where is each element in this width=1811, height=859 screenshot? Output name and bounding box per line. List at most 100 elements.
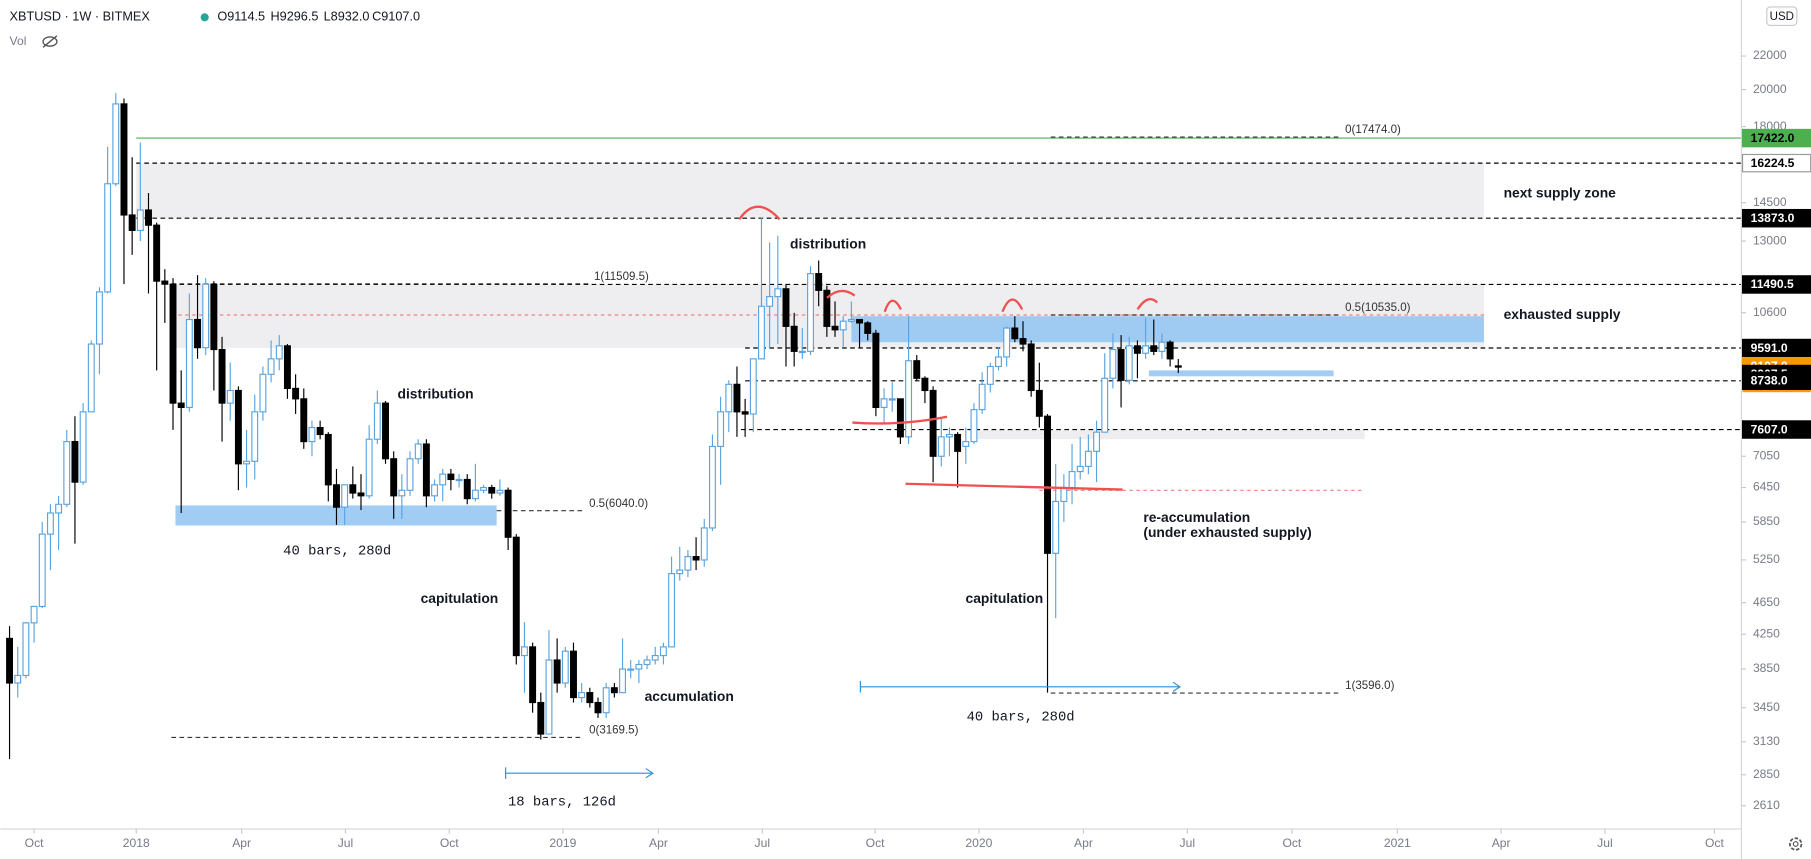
candle-body	[210, 283, 218, 351]
candle-body	[341, 484, 349, 508]
y-tick-label: 5250	[1753, 552, 1780, 566]
x-tick-label: Jul	[755, 836, 770, 850]
candle-body	[962, 441, 970, 448]
candle-body	[1142, 345, 1150, 354]
candle-body	[545, 659, 553, 735]
candle-body	[194, 318, 201, 349]
annotation: 40 bars, 280d	[283, 543, 391, 559]
candle-body	[1150, 345, 1158, 352]
candle-body	[153, 224, 161, 282]
candle-body	[202, 283, 210, 349]
price-label: 7607.0	[1751, 422, 1788, 436]
x-tick-label: Apr	[649, 836, 668, 850]
candle-body	[668, 573, 676, 648]
candle-body	[864, 322, 872, 334]
candle-body	[324, 433, 332, 486]
fib-label: 0.5(10535.0)	[1345, 302, 1411, 314]
candle-body	[95, 291, 103, 345]
candle-body	[87, 343, 95, 413]
candle-body	[766, 296, 774, 307]
candle-body	[488, 486, 496, 494]
candle-body	[169, 283, 177, 404]
x-tick-label: 2018	[123, 836, 150, 850]
candle-body	[79, 411, 87, 483]
candle-body	[22, 622, 30, 677]
candle-body	[905, 360, 913, 438]
candle-body	[700, 527, 708, 561]
ohlc-close: C9107.0	[372, 10, 420, 24]
candle-body	[1093, 431, 1101, 452]
candle-body	[839, 320, 847, 331]
hide-icon[interactable]	[42, 35, 58, 48]
candle-body	[1133, 345, 1141, 354]
candle-body	[496, 489, 504, 494]
candle-body	[537, 701, 545, 735]
y-tick-label: 2610	[1753, 798, 1780, 812]
candle-body	[978, 383, 986, 411]
candle-body	[676, 569, 684, 575]
candle-body	[333, 484, 340, 508]
candle-body	[692, 556, 700, 561]
candle-body	[1125, 345, 1133, 381]
price-label: 16224.5	[1751, 156, 1795, 170]
candle-body	[308, 426, 316, 443]
candle-body	[1035, 389, 1043, 417]
candle-body	[1158, 341, 1166, 352]
y-tick-label: 10600	[1753, 305, 1787, 319]
candle-body	[226, 389, 234, 404]
x-tick-label: Apr	[232, 836, 251, 850]
eye	[42, 36, 58, 47]
candle-body	[414, 443, 422, 460]
x-tick-label: Oct	[866, 836, 885, 850]
candle-body	[283, 345, 291, 389]
candle-body	[1101, 377, 1109, 433]
candle-body	[177, 402, 185, 409]
red-line	[905, 482, 1123, 491]
measure-label: 40 bars, 280d	[967, 709, 1075, 725]
red-arc	[1001, 298, 1024, 313]
annotation: (under exhausted supply)	[1143, 524, 1311, 540]
candle-body	[259, 373, 267, 413]
candle-body	[586, 692, 594, 704]
candle-body	[161, 280, 169, 285]
annotation: exhausted supply	[1504, 306, 1621, 322]
red-arc	[738, 205, 781, 221]
x-tick-label: Oct	[1705, 836, 1724, 850]
annotation: next supply zone	[1504, 185, 1617, 201]
candle-body	[1109, 348, 1117, 379]
status-dot	[200, 13, 209, 22]
candle-body	[594, 701, 602, 714]
y-tick-label: 4650	[1753, 595, 1780, 609]
candle-body	[578, 692, 586, 699]
red-line	[852, 415, 948, 425]
candle-body	[635, 663, 643, 670]
fib-label: 0(17474.0)	[1345, 124, 1401, 136]
candle-body	[398, 489, 406, 497]
currency-label: USD	[1770, 11, 1794, 23]
candle-body	[455, 478, 463, 482]
settings-icon[interactable]	[1789, 837, 1803, 851]
candle-body	[422, 443, 430, 497]
candle-body	[185, 318, 193, 409]
candle-body	[46, 512, 54, 535]
candle-body	[1027, 343, 1035, 392]
candle-body	[1011, 327, 1019, 340]
zone	[969, 429, 1365, 440]
currency-button[interactable]	[1766, 6, 1798, 26]
x-tick-label: 2020	[965, 836, 992, 850]
candle-body	[1076, 465, 1084, 473]
candle-body	[104, 183, 112, 293]
candle-body	[447, 473, 455, 481]
y-tick-label: 5850	[1753, 514, 1780, 528]
gear-center	[1792, 841, 1799, 847]
candle-body	[847, 318, 855, 322]
candle-body	[986, 365, 994, 385]
candle-body	[349, 484, 357, 494]
zone	[851, 316, 1484, 343]
fib-label: 0(3169.5)	[589, 725, 639, 737]
candle-body	[71, 441, 79, 483]
fib-label: 1(3596.0)	[1345, 680, 1395, 692]
candle-body	[316, 426, 324, 436]
candle-body	[856, 318, 864, 324]
